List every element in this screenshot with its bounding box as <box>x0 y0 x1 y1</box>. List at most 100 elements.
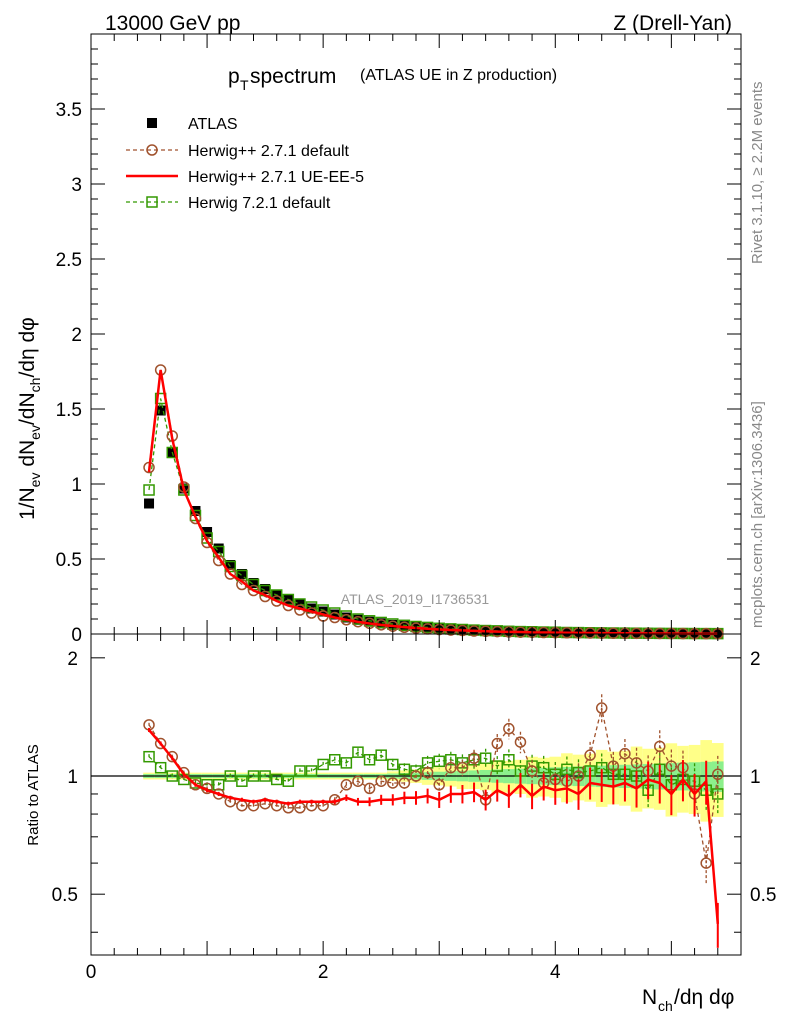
herwig-721-ratio-point <box>352 746 364 758</box>
herwig-271-default-point <box>247 584 260 597</box>
legend-marker-herwig-721 <box>146 196 158 208</box>
ratio-ytick-label-right: 0.5 <box>750 885 776 906</box>
herwig-721-ratio-point <box>433 755 445 768</box>
legend-entry-herwig-271-ue: Herwig++ 2.7.1 UE-EE-5 <box>126 169 364 186</box>
legend-label-herwig-271-default: Herwig++ 2.7.1 default <box>188 143 350 160</box>
herwig-721-ratio-point <box>375 749 387 761</box>
herwig-721-ratio-point <box>166 770 178 782</box>
herwig-271-default-ratio-point <box>654 740 666 753</box>
main-y-axis-label: 1/Nev dNev/dNch/dη dφ <box>16 317 43 520</box>
ratio-ytick-label-left: 2 <box>67 649 78 670</box>
legend-entry-herwig-271-default: Herwig++ 2.7.1 default <box>126 143 350 160</box>
atlas-data-point <box>260 584 271 594</box>
herwig-271-ue-ratio-line <box>148 729 720 925</box>
herwig-271-default-ratio-point <box>491 737 503 750</box>
process-label: Z (Drell-Yan) <box>613 12 732 35</box>
herwig-721-ratio-point <box>154 761 167 774</box>
herwig-271-default-ratio-point <box>665 760 678 772</box>
main-plot-panel: 0 0.5 1 1.5 2 2.5 3 3.5 ATLAS_2019_I1736531 <box>56 33 742 646</box>
title-p: p <box>228 65 240 88</box>
herwig-721-ratio-point <box>317 758 329 771</box>
herwig-271-default-ratio-point <box>178 766 190 779</box>
herwig-721-ratio-point <box>572 766 585 779</box>
legend-marker-herwig-271-default <box>146 144 158 156</box>
herwig-271-default-point <box>270 595 283 607</box>
herwig-271-default-ratio-point <box>398 777 411 789</box>
herwig-721-ratio-point <box>282 775 295 787</box>
analysis-watermark: ATLAS_2019_I1736531 <box>341 591 490 607</box>
herwig-271-default-point <box>189 512 202 525</box>
main-series-layer <box>143 364 724 640</box>
ratio-ytick-label-left: 1 <box>67 767 78 788</box>
ylabel-part-2: ev <box>27 473 43 488</box>
legend-label-herwig-271-ue: Herwig++ 2.7.1 UE-EE-5 <box>188 169 364 186</box>
ratio-series-layer <box>143 694 724 948</box>
herwig-271-default-ratio-point <box>363 782 376 795</box>
herwig-721-ratio-point <box>247 770 260 782</box>
atlas-data-point <box>213 543 224 554</box>
herwig-271-default-ratio-point <box>433 779 445 791</box>
ylabel-part-6: ch <box>27 378 43 393</box>
atlas-data-point <box>236 569 247 579</box>
ratio-ytick-label-left: 0.5 <box>52 885 78 906</box>
herwig-721-ratio-point <box>340 757 353 769</box>
atlas-data-point <box>364 616 375 627</box>
herwig-271-default-ratio-point <box>456 761 469 774</box>
herwig-271-default-ratio-point <box>387 777 399 789</box>
herwig-721-ratio-point <box>294 765 306 777</box>
herwig-721-point <box>189 509 202 522</box>
legend-label-herwig-721: Herwig 7.2.1 default <box>188 195 331 212</box>
atlas-data-point <box>341 612 352 623</box>
herwig-271-default-point <box>224 568 237 580</box>
atlas-data-point <box>225 560 236 570</box>
x-ticks: 0 2 4 <box>86 34 742 983</box>
main-ytick-label: 2.5 <box>56 250 82 271</box>
x-tick-label: 2 <box>318 962 329 983</box>
herwig-271-default-ratio-point <box>503 722 515 735</box>
herwig-271-default-ratio-line <box>148 707 719 864</box>
herwig-271-default-ratio-point <box>375 775 387 787</box>
x-axis-label: N ch /dη dφ <box>642 986 734 1014</box>
herwig-271-default-ratio-point <box>595 702 608 714</box>
ylabel-part-7: /dη dφ <box>16 317 39 377</box>
main-ytick-label: 1 <box>71 475 82 496</box>
legend-entry-atlas: ATLAS <box>147 116 238 133</box>
herwig-721-ratio-point <box>445 754 457 766</box>
energy-label: 13000 GeV pp <box>105 12 240 35</box>
atlas-data-point <box>144 498 155 509</box>
atlas-data-point <box>155 405 166 416</box>
main-plot-title: p T spectrum (ATLAS UE in Z production) <box>228 65 557 93</box>
main-ytick-label: 2 <box>71 325 82 346</box>
herwig-271-default-point <box>201 536 213 549</box>
xlabel-tail: /dη dφ <box>674 986 734 1009</box>
herwig-271-default-ratio-point <box>712 768 724 781</box>
atlas-data-point <box>352 614 363 625</box>
herwig-271-default-ratio-point <box>584 749 596 761</box>
herwig-271-default-ratio-point <box>619 747 631 760</box>
herwig-271-default-ratio-point <box>526 765 538 777</box>
herwig-721-ratio-line <box>148 751 719 795</box>
legend-marker-atlas <box>147 118 157 128</box>
xlabel-n: N <box>642 986 657 1009</box>
herwig-721-ratio-point <box>712 788 724 800</box>
ratio-plot-panel: 0.5 0.5 1 1 2 2 <box>52 633 776 956</box>
herwig-721-ratio-point <box>212 779 225 791</box>
herwig-721-ratio-point <box>305 765 318 777</box>
herwig-271-default-ratio-point <box>352 775 364 787</box>
title-t-subscript: T <box>240 77 249 93</box>
title-subtitle: (ATLAS UE in Z production) <box>360 67 557 84</box>
main-y-ticks: 0 0.5 1 1.5 2 2.5 3 3.5 <box>56 48 741 646</box>
rivet-version-label: Rivet 3.1.10, ≥ 2.2M events <box>749 82 766 265</box>
herwig-271-default-ratio-point <box>630 757 643 769</box>
herwig-271-ue-line <box>147 369 718 635</box>
atlas-data-point <box>202 527 213 537</box>
main-ytick-label: 0.5 <box>56 550 82 571</box>
herwig-721-ratio-point <box>143 750 155 763</box>
herwig-721-ratio-point <box>398 763 411 776</box>
title-spectrum: spectrum <box>250 65 336 88</box>
ratio-y-ticks: 0.5 0.5 1 1 2 2 <box>52 649 776 933</box>
ratio-y-axis-label: Ratio to ATLAS <box>25 744 42 845</box>
ylabel-part-3: dN <box>16 440 39 473</box>
herwig-721-point <box>166 446 178 459</box>
